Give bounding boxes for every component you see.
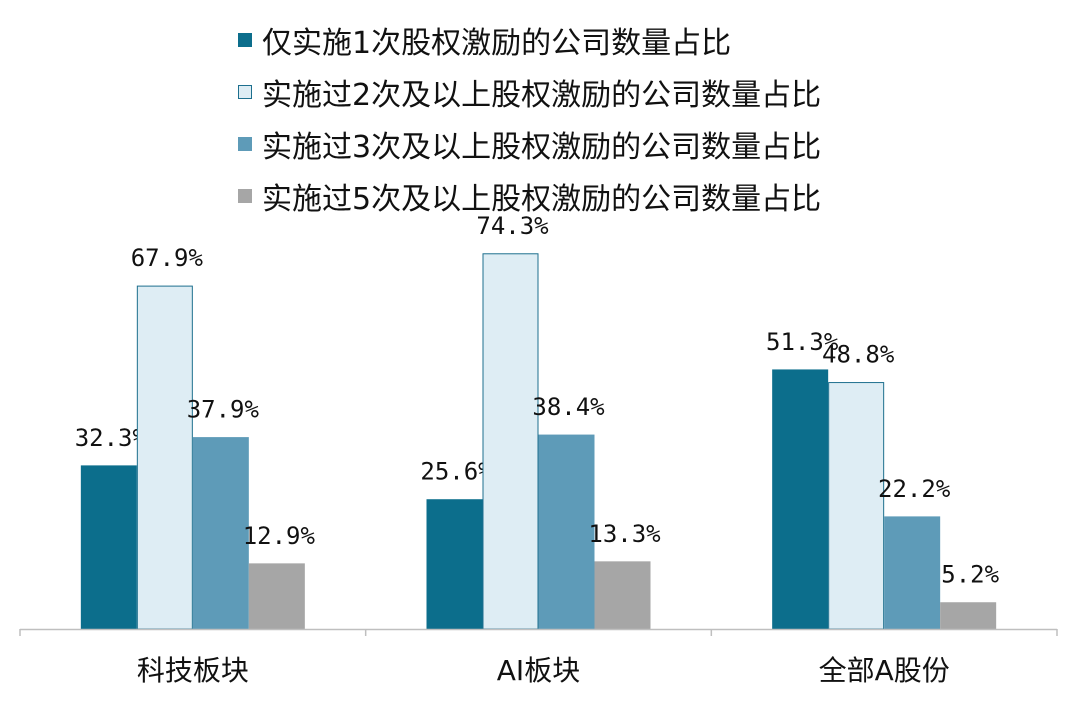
legend-swatch-series-2 [238,85,252,99]
bar-series-4-cat-3 [940,602,997,630]
x-tick-label-3: 全部A股份 [819,654,950,687]
legend-item-series-1: 仅实施1次股权激励的公司数量占比 [238,14,821,66]
bar-series-2-cat-3 [828,382,885,630]
data-label-series-2-cat-3: 48.8% [822,341,895,369]
bar-series-4-cat-2 [594,561,651,630]
bar-series-4-cat-1 [248,563,305,630]
legend-item-series-2: 实施过2次及以上股权激励的公司数量占比 [238,66,821,118]
legend-label-series-2: 实施过2次及以上股权激励的公司数量占比 [262,78,822,113]
data-label-series-1-cat-1: 32.3% [75,424,148,452]
data-label-series-1-cat-3: 51.3% [766,328,839,356]
data-label-series-3-cat-1: 37.9% [187,396,260,424]
data-label-series-1-cat-2: 25.6% [420,458,493,486]
bar-series-3-cat-3 [884,516,941,630]
bar-series-1-cat-2 [426,499,483,630]
bar-series-1-cat-3 [772,369,829,630]
legend-label-series-3: 实施过3次及以上股权激励的公司数量占比 [262,130,822,165]
data-label-series-3-cat-3: 22.2% [878,475,951,503]
x-tick-label-2: AI板块 [497,654,580,687]
legend: 仅实施1次股权激励的公司数量占比 实施过2次及以上股权激励的公司数量占比 实施过… [238,14,821,222]
legend-label-series-1: 仅实施1次股权激励的公司数量占比 [262,26,732,61]
bar-series-3-cat-1 [192,437,249,630]
bar-series-1-cat-1 [80,465,137,630]
legend-item-series-4: 实施过5次及以上股权激励的公司数量占比 [238,170,821,222]
legend-item-series-3: 实施过3次及以上股权激励的公司数量占比 [238,118,821,170]
bar-series-2-cat-1 [136,285,193,630]
data-label-series-2-cat-2: 74.3% [476,212,549,240]
legend-swatch-series-4 [238,189,252,203]
legend-swatch-series-1 [238,33,252,47]
x-tick-label-1: 科技板块 [137,654,249,687]
data-label-series-4-cat-2: 13.3% [588,520,661,548]
data-label-series-2-cat-1: 67.9% [131,244,204,272]
data-label-series-4-cat-3: 5.2% [941,561,999,589]
bar-series-3-cat-2 [538,434,595,630]
data-label-series-3-cat-2: 38.4% [532,393,605,421]
bar-series-2-cat-2 [482,253,539,630]
legend-label-series-4: 实施过5次及以上股权激励的公司数量占比 [262,182,822,217]
legend-swatch-series-3 [238,137,252,151]
data-label-series-4-cat-1: 12.9% [243,522,316,550]
